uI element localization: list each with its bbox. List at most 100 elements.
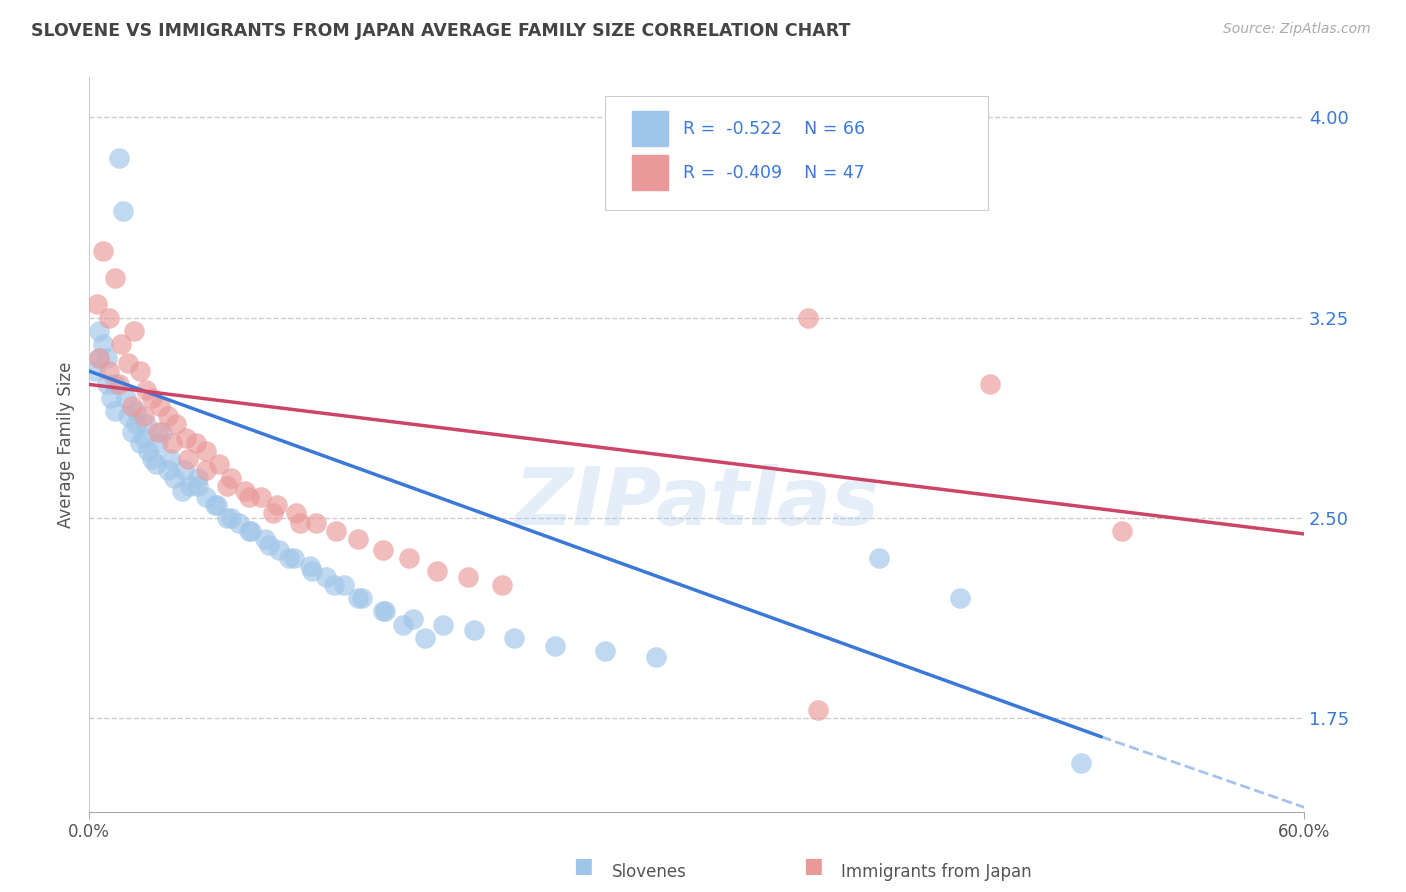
Point	[117, 409, 139, 424]
Point	[262, 506, 284, 520]
Point	[228, 516, 250, 531]
Point	[204, 498, 226, 512]
Point	[136, 444, 159, 458]
Point	[124, 417, 146, 432]
Point	[398, 550, 420, 565]
Point	[392, 617, 415, 632]
Text: R =  -0.522    N = 66: R = -0.522 N = 66	[683, 120, 865, 138]
Point	[402, 612, 425, 626]
Point	[98, 310, 121, 325]
Point	[121, 399, 143, 413]
Y-axis label: Average Family Size: Average Family Size	[58, 361, 75, 528]
Point	[347, 591, 370, 605]
Bar	[633, 112, 668, 146]
Point	[645, 649, 668, 664]
Point	[426, 564, 449, 578]
Point	[173, 463, 195, 477]
Point	[165, 417, 187, 432]
Point	[807, 703, 830, 717]
Point	[278, 550, 301, 565]
Point	[371, 604, 394, 618]
Point	[979, 377, 1001, 392]
Point	[333, 577, 356, 591]
Point	[122, 324, 145, 338]
Point	[110, 337, 132, 351]
Point	[145, 458, 167, 472]
Point	[89, 324, 111, 338]
Point	[301, 564, 323, 578]
Point	[595, 644, 617, 658]
Point	[121, 425, 143, 440]
Text: ■: ■	[803, 856, 823, 876]
Point	[135, 417, 157, 432]
Point	[503, 631, 526, 645]
Point	[187, 471, 209, 485]
Point	[1111, 524, 1133, 539]
Point	[104, 270, 127, 285]
Point	[257, 538, 280, 552]
Point	[187, 479, 209, 493]
Text: R =  -0.409    N = 47: R = -0.409 N = 47	[683, 164, 865, 182]
Point	[374, 604, 396, 618]
Point	[323, 577, 346, 591]
Point	[233, 484, 256, 499]
Point	[195, 444, 218, 458]
Point	[457, 569, 479, 583]
Point	[141, 391, 163, 405]
Point	[128, 364, 150, 378]
Text: Immigrants from Japan: Immigrants from Japan	[841, 863, 1032, 881]
Point	[352, 591, 374, 605]
Point	[132, 431, 155, 445]
Point	[132, 409, 155, 424]
Point	[124, 404, 146, 418]
Point	[371, 542, 394, 557]
Point	[207, 458, 229, 472]
Point	[100, 391, 122, 405]
Point	[98, 364, 121, 378]
Point	[91, 337, 114, 351]
Point	[215, 511, 238, 525]
Point	[315, 569, 337, 583]
Point	[157, 409, 180, 424]
Point	[413, 631, 436, 645]
Point	[157, 463, 180, 477]
Point	[325, 524, 347, 539]
Point	[948, 591, 970, 605]
Point	[205, 498, 228, 512]
Point	[195, 490, 218, 504]
Point	[250, 490, 273, 504]
Point	[195, 463, 218, 477]
FancyBboxPatch shape	[606, 95, 988, 210]
Point	[186, 436, 208, 450]
Point	[114, 391, 136, 405]
Point	[104, 404, 127, 418]
Point	[174, 431, 197, 445]
Point	[135, 383, 157, 397]
Point	[112, 203, 135, 218]
Point	[796, 310, 818, 325]
Point	[463, 623, 485, 637]
Point	[544, 639, 567, 653]
Point	[179, 479, 201, 493]
Point	[160, 436, 183, 450]
Point	[177, 452, 200, 467]
Point	[96, 377, 118, 392]
Point	[347, 533, 370, 547]
Point	[254, 533, 277, 547]
Point	[868, 550, 890, 565]
Point	[141, 452, 163, 467]
Bar	[633, 155, 668, 191]
Point	[89, 351, 111, 365]
Text: Slovenes: Slovenes	[612, 863, 686, 881]
Point	[491, 577, 513, 591]
Text: SLOVENE VS IMMIGRANTS FROM JAPAN AVERAGE FAMILY SIZE CORRELATION CHART: SLOVENE VS IMMIGRANTS FROM JAPAN AVERAGE…	[31, 22, 851, 40]
Point	[288, 516, 311, 531]
Point	[219, 471, 242, 485]
Point	[432, 617, 454, 632]
Point	[149, 399, 172, 413]
Point	[240, 524, 263, 539]
Point	[96, 351, 118, 365]
Text: Source: ZipAtlas.com: Source: ZipAtlas.com	[1223, 22, 1371, 37]
Point	[266, 498, 288, 512]
Point	[283, 550, 305, 565]
